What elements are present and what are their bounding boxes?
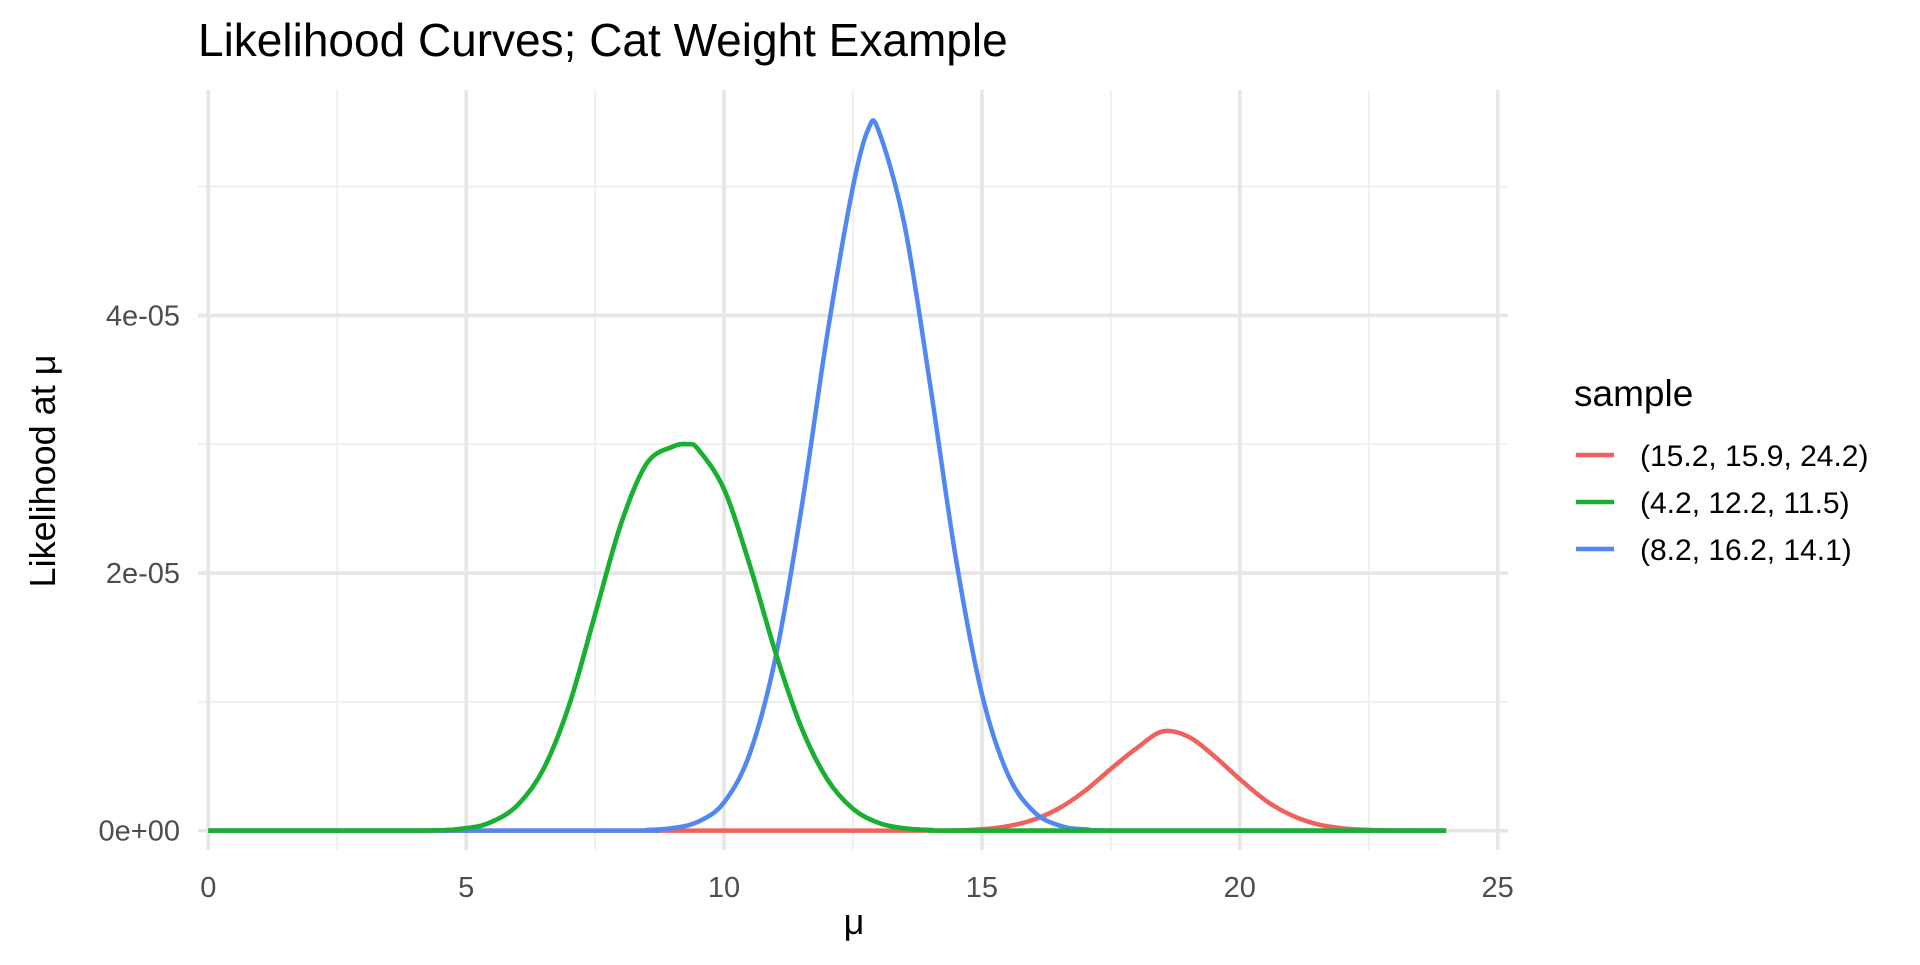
grid-layer [198,90,1508,850]
x-tick-label: 25 [1482,872,1514,904]
legend: sample (15.2, 15.9, 24.2) (4.2, 12.2, 11.… [1574,373,1869,567]
x-tick-label: 5 [458,872,474,904]
y-tick-label: 4e-05 [106,300,180,332]
legend-label-1: (15.2, 15.9, 24.2) [1640,440,1869,473]
legend-items: (15.2, 15.9, 24.2) (4.2, 12.2, 11.5) (8.2,… [1576,440,1869,567]
y-axis-label: Likelihood at μ [22,355,63,588]
y-tick-label: 2e-05 [106,558,180,590]
x-tick-label: 20 [1224,872,1256,904]
x-axis-label: μ [844,901,865,942]
series-line-2 [208,441,1447,833]
series-line-2-overlay [208,441,1447,833]
legend-label-3: (8.2, 16.2, 14.1) [1640,534,1852,567]
y-tick-label: 0e+00 [99,816,180,848]
legend-title: sample [1574,373,1693,414]
x-tick-label: 0 [200,872,216,904]
legend-label-2: (4.2, 12.2, 11.5) [1640,487,1850,520]
tick-layer: 0 5 10 15 20 25 0e+00 2e-05 4e-05 [99,300,1514,904]
series-line-1 [208,728,1447,833]
series-layer [208,118,1447,833]
chart-title: Likelihood Curves; Cat Weight Example [198,14,1008,66]
x-tick-label: 10 [708,872,740,904]
x-tick-label: 15 [966,872,998,904]
series-line-3 [208,118,1447,833]
